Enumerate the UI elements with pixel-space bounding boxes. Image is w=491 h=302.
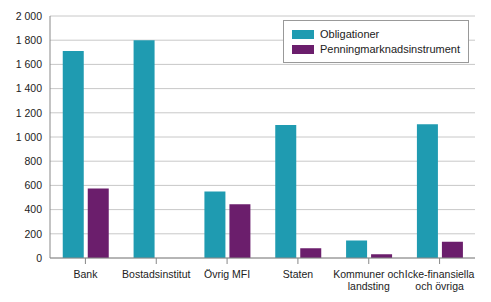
svg-text:1 000: 1 000 — [16, 131, 42, 143]
svg-text:1 800: 1 800 — [16, 34, 42, 46]
svg-text:1 600: 1 600 — [16, 58, 42, 70]
svg-text:0: 0 — [36, 252, 42, 264]
svg-text:800: 800 — [24, 155, 42, 167]
svg-text:600: 600 — [24, 179, 42, 191]
svg-text:1 200: 1 200 — [16, 107, 42, 119]
html-text:Obligationer: Obligationer — [320, 28, 380, 40]
html-text:Penningmarknadsinstrument: Penningmarknadsinstrument — [320, 43, 460, 55]
svg-text:200: 200 — [24, 228, 42, 240]
svg-text:Bank: Bank — [73, 268, 98, 280]
svg-text:landsting: landsting — [348, 280, 390, 292]
svg-text:Icke-finansiella: Icke-finansiella — [405, 268, 475, 280]
svg-text:och övriga: och övriga — [415, 280, 464, 292]
svg-text:Staten: Staten — [283, 268, 314, 280]
svg-text:Övrig MFI: Övrig MFI — [204, 268, 250, 280]
svg-text:1 400: 1 400 — [16, 82, 42, 94]
svg-text:400: 400 — [24, 203, 42, 215]
svg-text:Bostadsinstitut: Bostadsinstitut — [122, 268, 190, 280]
svg-text:Kommuner och: Kommuner och — [333, 268, 404, 280]
svg-text:2 000: 2 000 — [16, 10, 42, 22]
